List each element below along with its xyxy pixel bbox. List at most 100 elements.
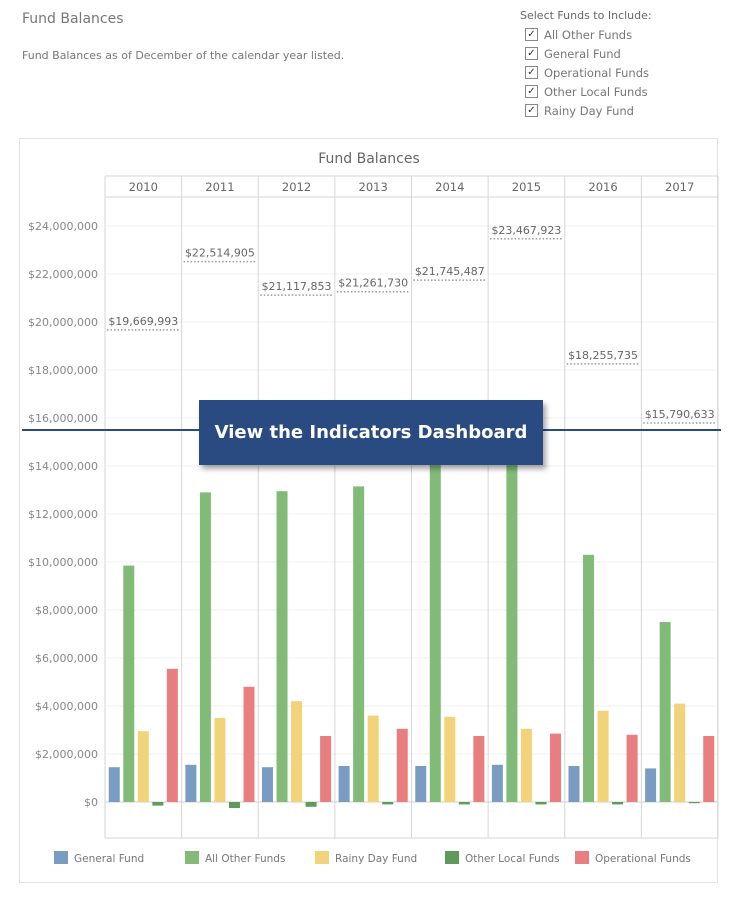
- bar: [626, 734, 638, 802]
- bar: [458, 802, 470, 805]
- bar: [320, 736, 332, 802]
- total-label: $21,261,730: [338, 277, 408, 290]
- filter-item-label: General Fund: [544, 46, 621, 61]
- checkbox-checked-icon[interactable]: ✓: [525, 66, 538, 79]
- filter-item-operational-funds[interactable]: ✓ Operational Funds: [525, 63, 652, 82]
- total-label: $23,467,923: [491, 224, 561, 237]
- y-tick-label: $12,000,000: [28, 508, 98, 521]
- legend-swatch: [185, 851, 199, 864]
- bar: [166, 668, 178, 802]
- bar: [491, 764, 503, 802]
- bar: [549, 733, 561, 802]
- filter-item-other-local-funds[interactable]: ✓ Other Local Funds: [525, 82, 652, 101]
- bar: [123, 565, 135, 802]
- total-label: $21,117,853: [262, 280, 332, 293]
- bar: [612, 802, 624, 805]
- year-header: 2012: [282, 180, 311, 194]
- y-tick-label: $16,000,000: [28, 412, 98, 425]
- year-header: 2011: [205, 180, 234, 194]
- y-tick-label: $24,000,000: [28, 220, 98, 233]
- y-tick-label: $14,000,000: [28, 460, 98, 473]
- bar: [444, 716, 456, 802]
- y-tick-label: $10,000,000: [28, 556, 98, 569]
- checkbox-checked-icon[interactable]: ✓: [525, 85, 538, 98]
- bar: [108, 767, 120, 802]
- legend-entry: General Fund: [74, 853, 144, 865]
- bar: [688, 802, 700, 804]
- checkbox-checked-icon[interactable]: ✓: [525, 104, 538, 117]
- legend-entry: Rainy Day Fund: [335, 853, 417, 865]
- legend-entry: Other Local Funds: [465, 853, 560, 865]
- filter-item-label: Operational Funds: [544, 65, 649, 80]
- bar: [185, 764, 197, 802]
- bar: [243, 686, 255, 802]
- filter-item-label: Rainy Day Fund: [544, 103, 634, 118]
- bar: [568, 766, 580, 802]
- total-label: $15,790,633: [645, 408, 715, 421]
- fund-filter-title: Select Funds to Include:: [520, 9, 652, 22]
- legend-entry: Operational Funds: [595, 853, 691, 865]
- legend-swatch: [445, 851, 459, 864]
- bar: [353, 486, 365, 802]
- legend-swatch: [54, 851, 68, 864]
- y-tick-label: $18,000,000: [28, 364, 98, 377]
- page-title: Fund Balances: [22, 11, 124, 27]
- total-label: $21,745,487: [415, 265, 485, 278]
- bar: [535, 802, 547, 805]
- bar: [520, 728, 532, 802]
- filter-item-label: Other Local Funds: [544, 84, 648, 99]
- bar: [199, 492, 211, 802]
- bar: [473, 736, 485, 802]
- filter-item-all-other-funds[interactable]: ✓ All Other Funds: [525, 25, 652, 44]
- bar: [367, 715, 379, 802]
- bar: [703, 736, 715, 802]
- legend-swatch: [315, 851, 329, 864]
- legend-swatch: [575, 851, 589, 864]
- total-label: $18,255,735: [568, 349, 638, 362]
- bar: [338, 766, 350, 802]
- bar: [228, 802, 240, 808]
- chart-title: Fund Balances: [318, 151, 420, 167]
- year-header: 2017: [665, 180, 694, 194]
- bar: [396, 728, 408, 802]
- filter-item-label: All Other Funds: [544, 27, 633, 42]
- fund-filter: Select Funds to Include: ✓ All Other Fun…: [520, 9, 652, 120]
- bar: [276, 491, 288, 802]
- year-header: 2013: [359, 180, 388, 194]
- bar: [382, 802, 394, 805]
- year-header: 2015: [512, 180, 541, 194]
- legend-entry: All Other Funds: [205, 853, 285, 865]
- total-label: $22,514,905: [185, 247, 255, 260]
- bar: [597, 710, 609, 802]
- bar: [659, 622, 671, 802]
- bar: [429, 454, 441, 802]
- bar: [305, 802, 317, 807]
- y-tick-label: $6,000,000: [35, 652, 98, 665]
- year-header: 2014: [435, 180, 464, 194]
- y-tick-label: $8,000,000: [35, 604, 98, 617]
- bar: [674, 703, 686, 802]
- view-indicators-dashboard-button[interactable]: View the Indicators Dashboard: [199, 400, 543, 465]
- page-subtitle: Fund Balances as of December of the cale…: [22, 49, 345, 62]
- y-tick-label: $2,000,000: [35, 748, 98, 761]
- bar: [291, 701, 303, 802]
- y-tick-label: $4,000,000: [35, 700, 98, 713]
- bar: [214, 718, 226, 802]
- y-tick-label: $20,000,000: [28, 316, 98, 329]
- bar: [152, 802, 164, 806]
- bar: [262, 767, 274, 802]
- filter-item-rainy-day-fund[interactable]: ✓ Rainy Day Fund: [525, 101, 652, 120]
- checkbox-checked-icon[interactable]: ✓: [525, 28, 538, 41]
- y-tick-label: $22,000,000: [28, 268, 98, 281]
- bar: [415, 766, 427, 802]
- filter-item-general-fund[interactable]: ✓ General Fund: [525, 44, 652, 63]
- bar: [645, 768, 657, 802]
- checkbox-checked-icon[interactable]: ✓: [525, 47, 538, 60]
- total-label: $19,669,993: [108, 315, 178, 328]
- y-tick-label: $0: [84, 796, 98, 809]
- year-header: 2016: [588, 180, 617, 194]
- year-header: 2010: [129, 180, 158, 194]
- bar: [583, 554, 595, 802]
- bar: [137, 731, 149, 802]
